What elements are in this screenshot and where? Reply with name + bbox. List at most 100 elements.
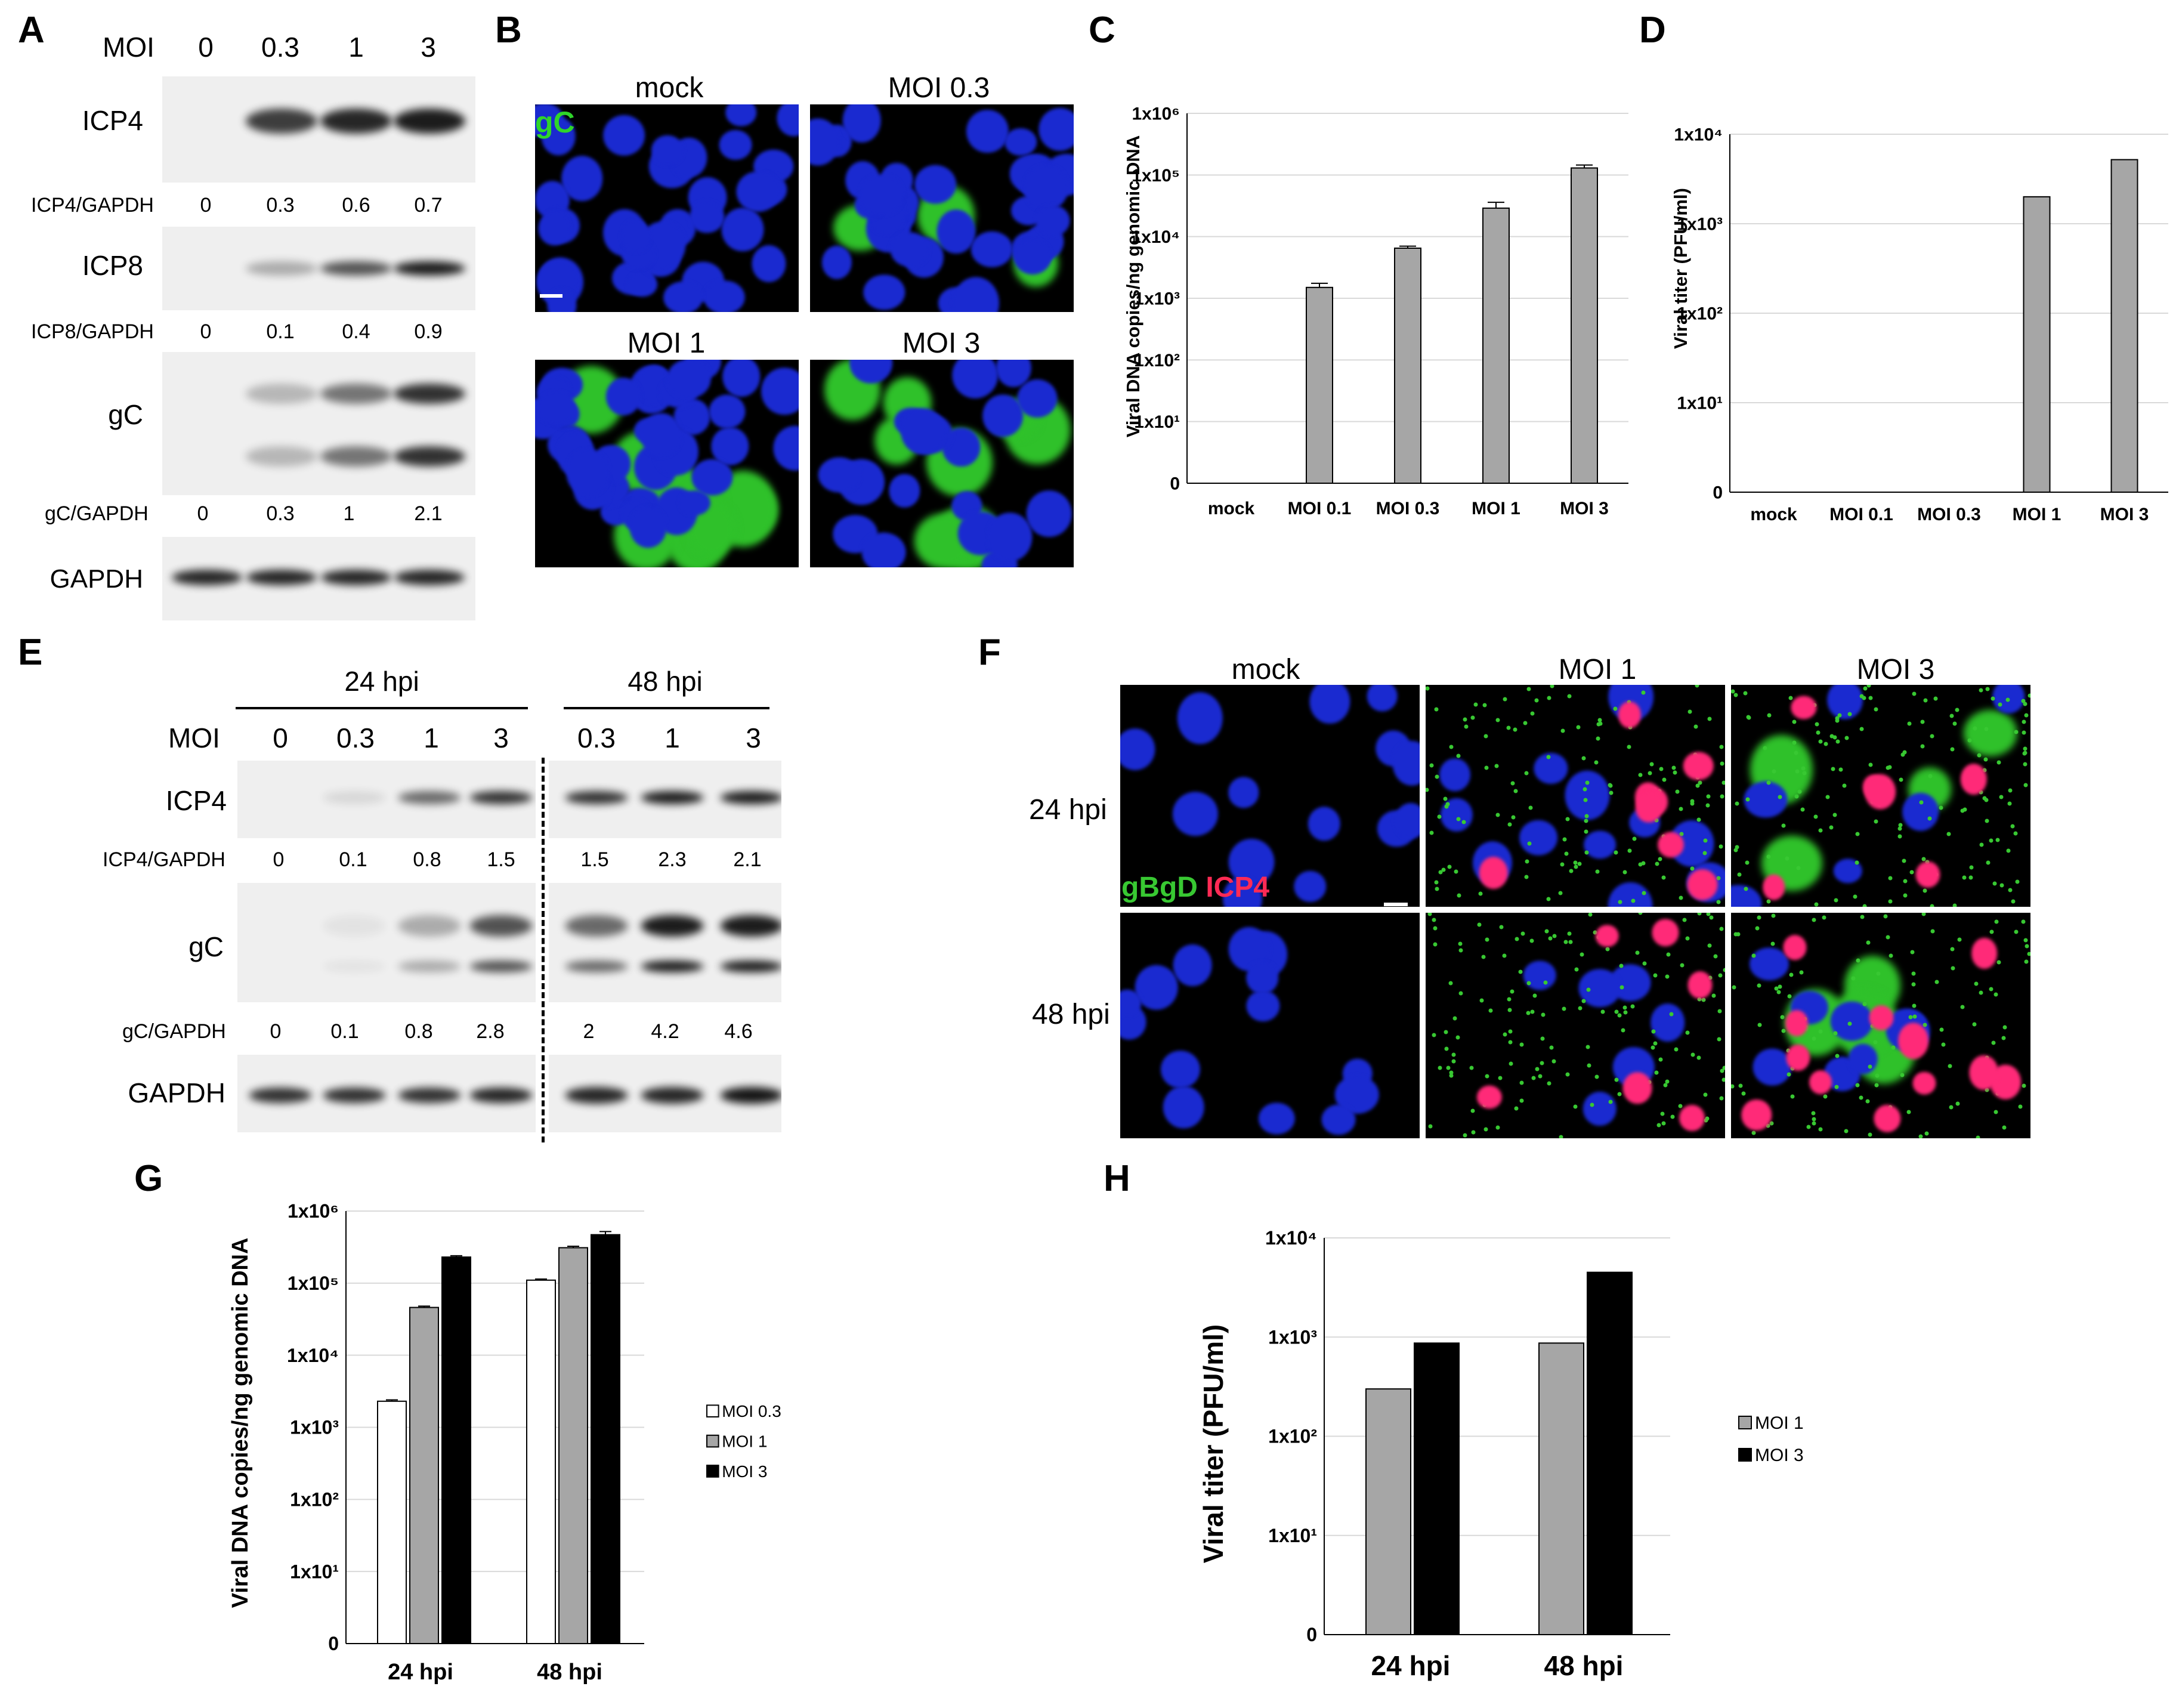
green-puncta bbox=[1979, 790, 1983, 795]
blot-band bbox=[323, 915, 386, 937]
green-puncta bbox=[1853, 894, 1857, 899]
moi-header-label: MOI bbox=[103, 32, 154, 63]
cell-nucleus bbox=[1584, 830, 1616, 859]
micrograph-moi-0-3 bbox=[810, 104, 1074, 312]
green-puncta bbox=[1651, 1029, 1656, 1034]
ratio-value: 0 bbox=[270, 1020, 282, 1043]
blot-band bbox=[172, 570, 242, 585]
green-puncta bbox=[1661, 875, 1666, 880]
green-puncta bbox=[1781, 823, 1786, 828]
green-puncta bbox=[1470, 1108, 1475, 1113]
gapdh-blot bbox=[162, 537, 475, 620]
green-puncta bbox=[1818, 1127, 1823, 1132]
green-puncta bbox=[2021, 699, 2026, 703]
x-tick-label: MOI 0.1 bbox=[1288, 499, 1352, 518]
green-puncta bbox=[1789, 972, 1794, 977]
panel-label-h: H bbox=[1104, 1158, 1130, 1199]
green-puncta bbox=[1862, 904, 1867, 907]
cell-nucleus bbox=[622, 220, 651, 252]
icp4-nucleus bbox=[1809, 1070, 1832, 1095]
x-tick-label: 24 hpi bbox=[1371, 1650, 1451, 1681]
green-puncta bbox=[1596, 736, 1600, 741]
ratio-label: ICP4/GAPDH bbox=[103, 848, 225, 871]
green-puncta bbox=[1690, 801, 1695, 806]
green-puncta bbox=[1774, 986, 1779, 991]
green-puncta bbox=[1658, 1057, 1663, 1062]
green-puncta bbox=[1717, 1009, 1722, 1014]
green-puncta bbox=[2027, 952, 2030, 956]
green-puncta bbox=[2024, 959, 2029, 964]
green-puncta bbox=[1452, 1016, 1457, 1021]
green-puncta bbox=[1585, 1045, 1590, 1049]
bar bbox=[2023, 196, 2051, 493]
green-puncta bbox=[1618, 900, 1622, 904]
legend-entry: MOI 1 bbox=[722, 1432, 767, 1450]
column-title: MOI 1 bbox=[1558, 654, 1637, 685]
green-puncta bbox=[1778, 984, 1782, 989]
green-puncta bbox=[1543, 980, 1548, 985]
column-title: MOI 3 bbox=[1856, 654, 1935, 685]
green-puncta bbox=[1751, 953, 1756, 958]
green-puncta bbox=[1985, 687, 1990, 691]
green-puncta bbox=[1806, 1125, 1811, 1129]
green-puncta bbox=[1573, 860, 1578, 865]
cell-nucleus bbox=[890, 232, 929, 267]
icp4-nucleus bbox=[1679, 1104, 1705, 1131]
green-puncta bbox=[1995, 838, 2000, 842]
green-puncta bbox=[1528, 805, 1533, 810]
green-puncta bbox=[1534, 698, 1539, 703]
green-puncta bbox=[1787, 1072, 1791, 1077]
green-puncta bbox=[1617, 1013, 1622, 1018]
cell-nucleus bbox=[1228, 777, 1259, 808]
green-puncta bbox=[1508, 1040, 1513, 1045]
green-puncta bbox=[1524, 771, 1529, 776]
green-puncta bbox=[1868, 1064, 1872, 1069]
green-puncta bbox=[1538, 1074, 1543, 1079]
cell-nucleus bbox=[860, 174, 904, 216]
green-puncta bbox=[1923, 1023, 1927, 1027]
blot-band bbox=[323, 791, 386, 804]
green-puncta bbox=[1638, 913, 1643, 915]
green-puncta bbox=[1996, 960, 2001, 965]
cell-nucleus bbox=[842, 104, 882, 143]
green-puncta bbox=[1485, 937, 1489, 942]
green-puncta bbox=[1955, 708, 1959, 712]
micrograph-moi1-24hpi bbox=[1426, 685, 1725, 907]
green-puncta bbox=[1829, 734, 1834, 739]
green-puncta bbox=[1735, 845, 1739, 850]
green-puncta bbox=[1627, 745, 1631, 749]
green-puncta bbox=[1447, 864, 1452, 869]
blot-band bbox=[641, 915, 704, 937]
green-puncta bbox=[1428, 1124, 1433, 1129]
green-puncta bbox=[1507, 997, 1512, 1002]
cell-nucleus bbox=[777, 104, 799, 137]
green-puncta bbox=[1907, 721, 1912, 726]
green-puncta bbox=[1674, 1047, 1679, 1052]
green-puncta bbox=[1535, 1067, 1540, 1071]
blot-label-gapdh: GAPDH bbox=[128, 1077, 225, 1108]
bar bbox=[2110, 159, 2138, 493]
green-puncta bbox=[1831, 767, 1835, 771]
green-puncta bbox=[1594, 1074, 1599, 1079]
green-puncta bbox=[1743, 691, 1748, 696]
green-puncta bbox=[1859, 1095, 1863, 1100]
blot-band bbox=[469, 791, 533, 804]
panel-label-a: A bbox=[18, 10, 45, 51]
green-puncta bbox=[1994, 919, 1999, 924]
green-puncta bbox=[1829, 825, 1834, 830]
moi-value: 0.3 bbox=[577, 722, 616, 753]
green-puncta bbox=[1514, 1106, 1519, 1111]
cell-nucleus bbox=[982, 394, 1024, 437]
micrograph-moi-1 bbox=[535, 360, 799, 567]
green-puncta bbox=[1767, 713, 1772, 718]
green-puncta bbox=[1565, 1072, 1570, 1077]
green-puncta bbox=[2027, 693, 2030, 698]
ratio-value: 0 bbox=[200, 194, 212, 217]
green-puncta bbox=[1862, 696, 1866, 700]
image-title: MOI 3 bbox=[902, 328, 981, 359]
blot-band bbox=[565, 791, 628, 804]
blot-band bbox=[398, 960, 461, 972]
green-puncta bbox=[1648, 771, 1652, 776]
green-puncta bbox=[1928, 774, 1933, 779]
timepoint-24-hpi: 24 hpi bbox=[344, 666, 419, 697]
